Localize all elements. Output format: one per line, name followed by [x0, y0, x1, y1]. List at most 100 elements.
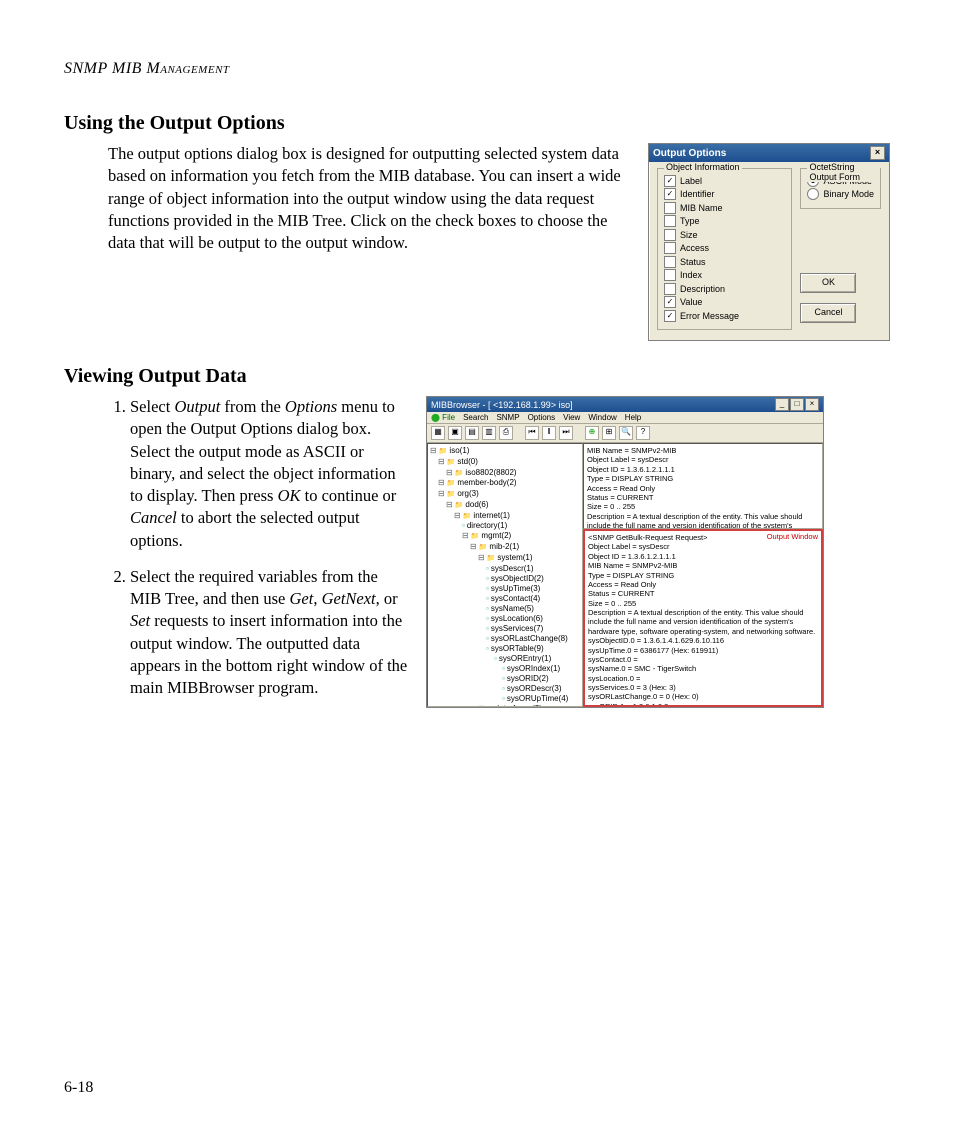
toolbar-icon[interactable]: ▣	[448, 426, 462, 440]
output-line: sysContact.0 =	[588, 655, 818, 664]
output-line: Status = CURRENT	[588, 589, 818, 598]
toolbar-icon[interactable]: ⏮	[525, 426, 539, 440]
radio-binary-mode[interactable]: Binary Mode	[807, 188, 874, 200]
toolbar-icon[interactable]: ‖	[542, 426, 556, 440]
output-line: MIB Name = SNMPv2-MIB	[588, 561, 818, 570]
output-line: Object Label = sysDescr	[588, 542, 818, 551]
checkbox-index[interactable]: Index	[664, 269, 785, 281]
group-object-info-title: Object Information	[664, 162, 742, 172]
mib-titlebar: MIBBrowser - [ <192.168.1.99> iso] _ □ ×	[427, 397, 823, 412]
menu-window[interactable]: Window	[588, 413, 616, 422]
tree-node[interactable]: sysUpTime(3)	[430, 584, 580, 594]
mib-tree[interactable]: iso(1)std(0)iso8802(8802)member-body(2)o…	[427, 443, 583, 707]
checkbox-value[interactable]: ✓Value	[664, 296, 785, 308]
help-icon[interactable]: ?	[636, 426, 650, 440]
maximize-icon[interactable]: □	[790, 398, 804, 411]
group-object-info: Object Information ✓Label✓IdentifierMIB …	[657, 168, 792, 330]
output-line: sysObjectID.0 = 1.3.6.1.4.1.629.6.10.116	[588, 636, 818, 645]
toolbar-icon[interactable]: ⏭	[559, 426, 573, 440]
tree-node[interactable]: sysLocation(6)	[430, 614, 580, 624]
tree-node[interactable]: sysContact(4)	[430, 594, 580, 604]
info-line: MIB Name = SNMPv2-MIB	[587, 446, 819, 455]
tree-node[interactable]: interfaces(2)	[430, 704, 580, 708]
tree-node[interactable]: member-body(2)	[430, 478, 580, 489]
tree-node[interactable]: sysORTable(9)	[430, 644, 580, 654]
checkbox-status[interactable]: Status	[664, 256, 785, 268]
mibbrowser-window: MIBBrowser - [ <192.168.1.99> iso] _ □ ×…	[426, 396, 824, 708]
tree-node[interactable]: sysORDescr(3)	[430, 684, 580, 694]
tree-node[interactable]: system(1)	[430, 553, 580, 564]
tree-node[interactable]: sysName(5)	[430, 604, 580, 614]
dialog-titlebar: Output Options ×	[649, 144, 889, 162]
tree-node[interactable]: internet(1)	[430, 511, 580, 522]
heading-viewing-output: Viewing Output Data	[64, 365, 890, 388]
info-line: Description = A textual description of t…	[587, 512, 819, 529]
output-line: sysORLastChange.0 = 0 (Hex: 0)	[588, 692, 818, 701]
checkbox-label[interactable]: ✓Label	[664, 175, 785, 187]
tree-node[interactable]: iso8802(8802)	[430, 468, 580, 479]
minimize-icon[interactable]: _	[775, 398, 789, 411]
close-icon[interactable]: ×	[870, 146, 885, 160]
group-octet-form: OctetString Output Form ASCII ModeBinary…	[800, 168, 881, 209]
menu-options[interactable]: Options	[528, 413, 556, 422]
info-line: Access = Read Only	[587, 484, 819, 493]
menu-view[interactable]: View	[563, 413, 580, 422]
tree-node[interactable]: sysServices(7)	[430, 624, 580, 634]
tree-node[interactable]: directory(1)	[430, 521, 580, 531]
output-window-label: Output Window	[767, 532, 818, 541]
toolbar-icon[interactable]: ▦	[431, 426, 445, 440]
tree-node[interactable]: sysORID(2)	[430, 674, 580, 684]
output-line: Access = Read Only	[588, 580, 818, 589]
menu-help[interactable]: Help	[625, 413, 641, 422]
menubar: ⬤ File Search SNMP Options View Window Help	[427, 412, 823, 424]
info-line: Status = CURRENT	[587, 493, 819, 502]
steps-list: Select Output from the Options menu to o…	[108, 396, 408, 699]
info-line: Object Label = sysDescr	[587, 455, 819, 464]
tree-icon[interactable]: ⊕	[585, 426, 599, 440]
output-line: sysServices.0 = 3 (Hex: 3)	[588, 683, 818, 692]
tree-node[interactable]: std(0)	[430, 457, 580, 468]
heading-output-options: Using the Output Options	[64, 112, 890, 135]
output-line: sysLocation.0 =	[588, 674, 818, 683]
checkbox-identifier[interactable]: ✓Identifier	[664, 188, 785, 200]
step-1: Select Output from the Options menu to o…	[130, 396, 408, 552]
para-output-options: The output options dialog box is designe…	[108, 143, 630, 254]
tree-node[interactable]: mgmt(2)	[430, 531, 580, 542]
toolbar-icon[interactable]: ⊞	[602, 426, 616, 440]
menu-search[interactable]: Search	[463, 413, 488, 422]
checkbox-type[interactable]: Type	[664, 215, 785, 227]
tree-node[interactable]: sysOREntry(1)	[430, 654, 580, 664]
output-line: sysUpTime.0 = 6386177 (Hex: 619911)	[588, 646, 818, 655]
output-line: sysORID.1 = 1.3.6.1.6.3	[588, 702, 818, 707]
close-icon[interactable]: ×	[805, 398, 819, 411]
toolbar-icon[interactable]: ▥	[482, 426, 496, 440]
tree-node[interactable]: sysDescr(1)	[430, 564, 580, 574]
checkbox-access[interactable]: Access	[664, 242, 785, 254]
tree-node[interactable]: iso(1)	[430, 446, 580, 457]
tree-node[interactable]: mib-2(1)	[430, 542, 580, 553]
output-options-dialog: Output Options × Object Information ✓Lab…	[648, 143, 890, 341]
tree-node[interactable]: sysORLastChange(8)	[430, 634, 580, 644]
menu-file[interactable]: ⬤ File	[431, 413, 455, 422]
checkbox-error-message[interactable]: ✓Error Message	[664, 310, 785, 322]
tree-node[interactable]: sysObjectID(2)	[430, 574, 580, 584]
mib-title: MIBBrowser - [ <192.168.1.99> iso]	[431, 400, 573, 410]
toolbar: ▦ ▣ ▤ ▥ ⎙ ⏮ ‖ ⏭ ⊕ ⊞ 🔍 ?	[427, 424, 823, 443]
checkbox-description[interactable]: Description	[664, 283, 785, 295]
tree-node[interactable]: sysORIndex(1)	[430, 664, 580, 674]
tree-node[interactable]: org(3)	[430, 489, 580, 500]
toolbar-icon[interactable]: ▤	[465, 426, 479, 440]
cancel-button[interactable]: Cancel	[800, 303, 856, 323]
toolbar-icon[interactable]: ⎙	[499, 426, 513, 440]
menu-snmp[interactable]: SNMP	[496, 413, 519, 422]
step-2: Select the required variables from the M…	[130, 566, 408, 700]
tree-node[interactable]: dod(6)	[430, 500, 580, 511]
checkbox-size[interactable]: Size	[664, 229, 785, 241]
checkbox-mib-name[interactable]: MIB Name	[664, 202, 785, 214]
group-octet-form-title: OctetString Output Form	[807, 162, 880, 182]
output-line: sysName.0 = SMC - TigerSwitch	[588, 664, 818, 673]
search-icon[interactable]: 🔍	[619, 426, 633, 440]
ok-button[interactable]: OK	[800, 273, 856, 293]
info-line: Size = 0 .. 255	[587, 502, 819, 511]
tree-node[interactable]: sysORUpTime(4)	[430, 694, 580, 704]
